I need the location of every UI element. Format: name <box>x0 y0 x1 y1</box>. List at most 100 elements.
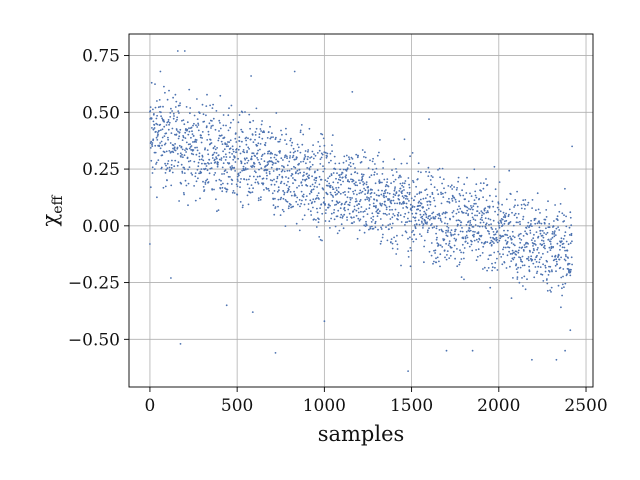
plot-frame <box>128 33 594 388</box>
data-point <box>394 208 397 211</box>
data-point <box>518 233 521 236</box>
data-point <box>466 242 469 245</box>
data-point <box>157 133 159 136</box>
data-point <box>283 191 286 194</box>
data-point <box>501 263 504 266</box>
data-point <box>397 176 400 179</box>
data-point <box>252 152 255 155</box>
data-point <box>555 258 558 261</box>
data-point <box>475 196 478 199</box>
data-point <box>567 262 570 265</box>
data-point <box>211 157 214 159</box>
data-point <box>457 223 459 226</box>
data-point <box>259 175 261 178</box>
data-point <box>569 242 572 245</box>
data-point <box>176 116 179 119</box>
data-point <box>250 75 253 77</box>
data-point <box>176 118 178 121</box>
data-point <box>514 204 516 207</box>
data-point <box>172 96 175 99</box>
data-point <box>170 277 172 279</box>
data-point <box>316 152 319 154</box>
data-point <box>505 198 508 201</box>
data-point <box>215 110 218 112</box>
data-point <box>200 171 203 174</box>
data-point <box>538 220 540 223</box>
data-point <box>393 214 396 217</box>
data-point <box>292 182 294 185</box>
data-point <box>316 207 318 210</box>
data-point <box>389 223 391 226</box>
data-point <box>536 270 539 273</box>
data-point <box>436 213 439 216</box>
data-point <box>347 179 349 181</box>
data-point <box>271 163 274 166</box>
data-point <box>372 202 375 205</box>
data-point <box>317 192 320 195</box>
data-point <box>399 214 402 217</box>
data-point <box>550 245 553 248</box>
data-point <box>311 189 313 191</box>
data-point <box>535 272 538 274</box>
data-point <box>523 275 526 278</box>
data-point <box>570 268 572 271</box>
data-point <box>319 163 322 165</box>
data-point <box>316 211 319 214</box>
data-point <box>352 179 355 182</box>
data-point <box>238 174 240 177</box>
data-point <box>364 151 366 154</box>
data-point <box>507 236 510 239</box>
data-point <box>371 189 373 191</box>
data-point <box>162 105 164 108</box>
data-point <box>152 128 155 131</box>
data-point <box>461 227 463 229</box>
data-point <box>349 198 352 201</box>
data-point <box>189 112 191 115</box>
data-point <box>275 136 277 139</box>
data-point <box>442 178 445 181</box>
data-point <box>325 209 327 211</box>
data-point <box>404 180 407 182</box>
data-point <box>407 177 410 179</box>
data-point <box>291 173 294 176</box>
data-point <box>260 155 263 158</box>
data-point <box>221 186 224 189</box>
data-point <box>153 113 155 115</box>
data-point <box>463 183 466 186</box>
data-point <box>500 222 503 224</box>
data-point <box>466 176 468 179</box>
data-point <box>215 157 218 160</box>
data-point <box>299 171 302 174</box>
data-point <box>423 261 425 264</box>
data-point <box>230 168 233 171</box>
data-point <box>429 201 432 203</box>
data-point <box>238 140 241 143</box>
data-point <box>527 221 530 224</box>
data-point <box>422 223 425 226</box>
data-point <box>246 183 249 186</box>
data-point <box>454 230 456 233</box>
data-point <box>374 182 377 185</box>
data-point <box>178 131 181 134</box>
data-point <box>433 226 436 228</box>
data-point <box>508 169 511 172</box>
data-point <box>213 174 216 176</box>
data-point <box>343 206 346 209</box>
data-point <box>339 216 342 219</box>
data-point <box>482 182 485 185</box>
data-point <box>550 291 552 293</box>
data-point <box>324 212 327 215</box>
data-point <box>348 212 351 215</box>
data-point <box>282 197 285 200</box>
data-point <box>326 152 329 155</box>
data-point <box>247 137 249 140</box>
data-point <box>385 226 387 229</box>
data-point <box>523 264 526 267</box>
data-point <box>542 280 545 282</box>
data-point <box>302 196 305 198</box>
data-point <box>210 167 213 170</box>
data-point <box>172 151 175 154</box>
data-point <box>381 189 383 192</box>
data-point <box>423 245 425 248</box>
data-point <box>556 215 559 218</box>
